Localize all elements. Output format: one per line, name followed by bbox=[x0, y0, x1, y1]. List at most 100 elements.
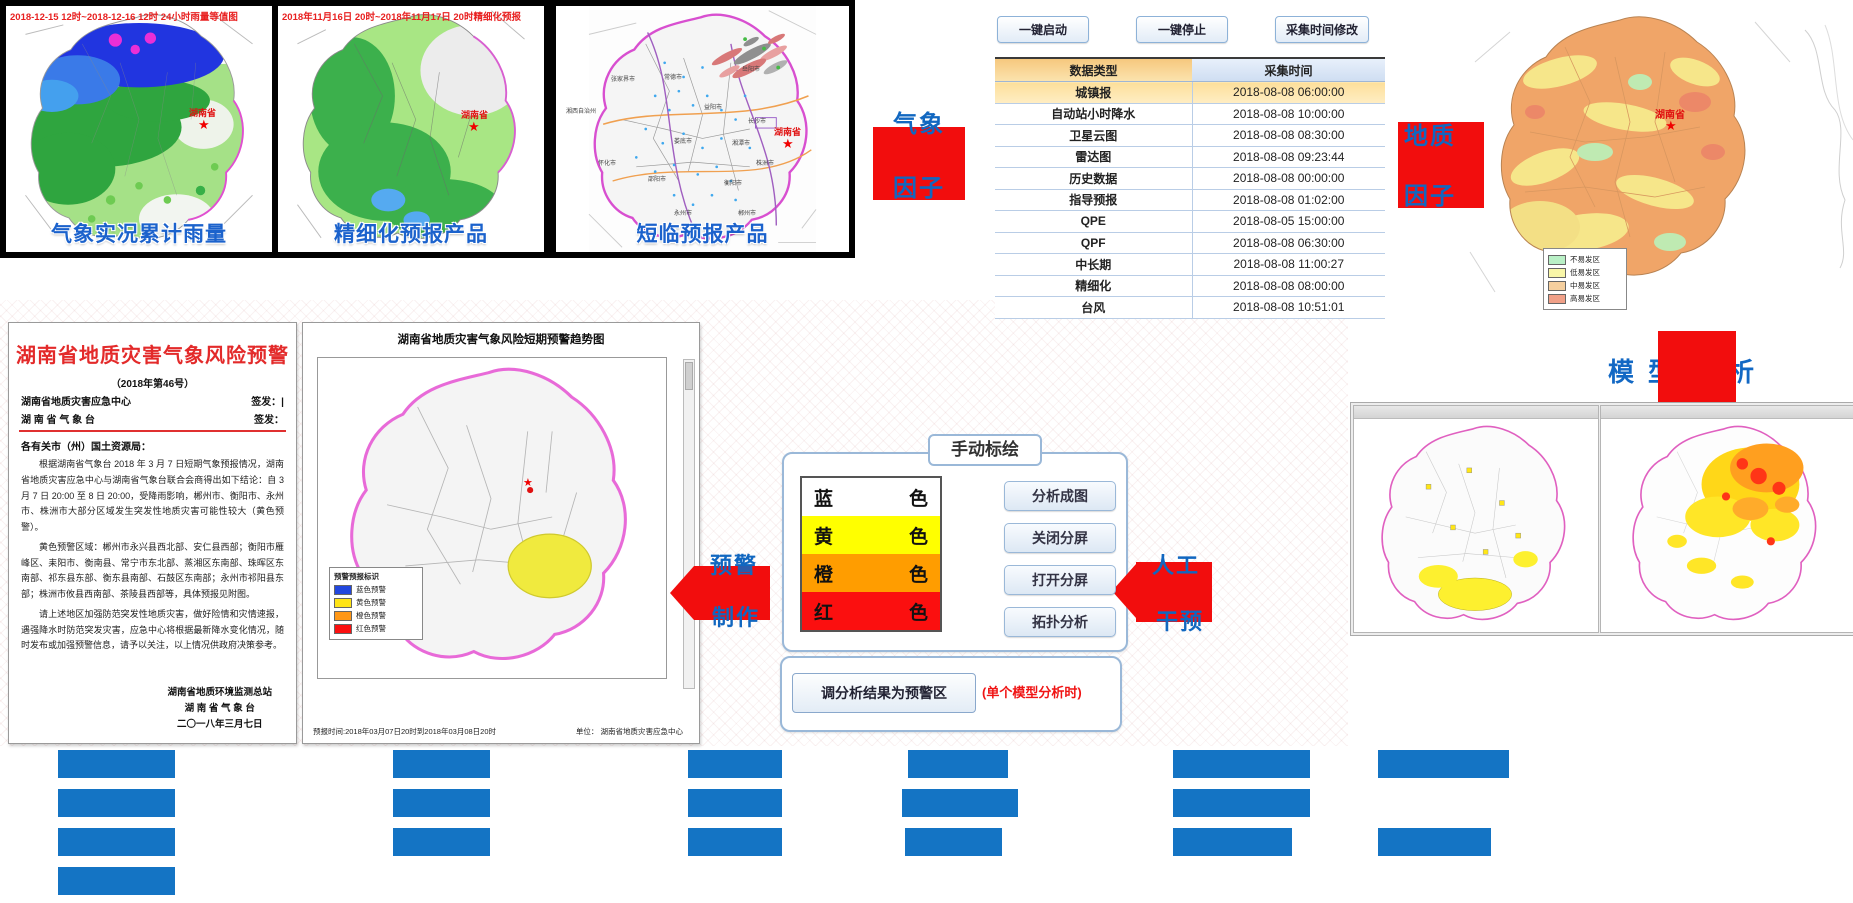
stop-button[interactable]: 一键停止 bbox=[1136, 16, 1228, 43]
warning-make-label-top: 预警 bbox=[709, 553, 758, 578]
topology-button[interactable]: 拓扑分析 bbox=[1004, 607, 1116, 637]
table-cell: 2018-08-08 01:02:00 bbox=[1192, 189, 1385, 211]
table-cell: 2018-08-08 11:00:27 bbox=[1192, 253, 1385, 276]
warning-color-option[interactable]: 红色 bbox=[802, 592, 940, 630]
table-cell: 2018-08-08 06:30:00 bbox=[1192, 232, 1385, 254]
table-row[interactable]: 指导预报 2018-08-08 01:02:00 bbox=[995, 189, 1385, 211]
table-row[interactable]: 历史数据 2018-08-08 00:00:00 bbox=[995, 167, 1385, 190]
trend-doc-scrollbar[interactable] bbox=[683, 359, 695, 689]
neighbor-map-outline bbox=[1804, 24, 1853, 269]
color-name: 黄 bbox=[814, 526, 834, 548]
modify-time-button[interactable]: 采集时间修改 bbox=[1275, 16, 1370, 43]
table-row[interactable]: 精细化 2018-08-08 08:00:00 bbox=[995, 275, 1385, 297]
redacted-label-bar bbox=[908, 750, 1008, 778]
table-row[interactable]: 中长期 2018-08-08 11:00:27 bbox=[995, 253, 1385, 276]
legend-item: 中易发区 bbox=[1548, 280, 1622, 291]
warning-doc-issue-no: （2018年第46号） bbox=[110, 379, 195, 390]
province-label: 湖南省 bbox=[1655, 110, 1685, 121]
legend-label: 黄色预警 bbox=[356, 598, 386, 607]
table-cell: 指导预报 bbox=[995, 189, 1193, 211]
table-cell: QPF bbox=[995, 232, 1193, 254]
scrollbar-thumb[interactable] bbox=[685, 362, 693, 390]
result-note: (单个模型分析时) bbox=[982, 685, 1082, 700]
color-name: 蓝 bbox=[814, 488, 834, 510]
susceptibility-map: 湖南省 ★ 不易发区 低易发区 中易发区 高易发区 bbox=[1455, 2, 1795, 317]
result-map-header-left bbox=[1354, 406, 1598, 419]
close-split-button[interactable]: 关闭分屏 bbox=[1004, 523, 1116, 553]
warning-doc-para3: 请上述地区加强防范突发性地质灾害，做好险情和灾情速报，遇强降水时防范突发灾害，应… bbox=[21, 608, 284, 651]
warning-color-option[interactable]: 蓝色 bbox=[802, 478, 940, 516]
nowcast-map-graphic bbox=[588, 6, 817, 252]
factor2-arrow bbox=[1398, 122, 1484, 208]
manual-intervene-arrow bbox=[1136, 562, 1212, 622]
trend-map-document: 湖南省地质灾害气象风险短期预警趋势图 ★ 预警预报标识 蓝色预警 黄色预警 橙色预警… bbox=[302, 322, 700, 744]
city-label: 益阳市 bbox=[704, 105, 723, 111]
rainfall-map-graphic bbox=[25, 14, 253, 239]
legend-item: 红色预警 bbox=[334, 623, 418, 634]
city-label: 邵阳市 bbox=[648, 177, 667, 183]
signature-line3: 二〇一八年三月七日 bbox=[176, 718, 263, 730]
table-row[interactable]: 卫星云图 2018-08-08 08:30:00 bbox=[995, 124, 1385, 147]
city-label: 长沙市 bbox=[748, 119, 767, 125]
table-cell: 精细化 bbox=[995, 275, 1193, 297]
warning-color-option[interactable]: 黄色 bbox=[802, 516, 940, 554]
table-cell: 城镇报 bbox=[995, 81, 1193, 104]
warning-doc-salutation: 各有关市（州）国土资源局： bbox=[21, 442, 151, 453]
legend-label: 高易发区 bbox=[1570, 294, 1600, 303]
redacted-label-bar bbox=[393, 750, 490, 778]
table-row[interactable]: 雷达图 2018-08-08 09:23:44 bbox=[995, 146, 1385, 168]
rainfall-map-label: 气象实况累计雨量 bbox=[51, 223, 227, 246]
trend-footer-unit: 单位： 湖南省地质灾害应急中心 bbox=[575, 727, 683, 736]
signature-line2: 湖 南 省 气 象 台 bbox=[184, 702, 255, 714]
city-label: 张家界市 bbox=[611, 77, 636, 83]
city-label: 娄底市 bbox=[674, 139, 693, 145]
factor2-label-top: 地质 bbox=[1404, 123, 1456, 150]
refined-map-graphic bbox=[297, 10, 525, 239]
table-cell: 2018-08-08 09:23:44 bbox=[1192, 146, 1385, 168]
redacted-label-bar bbox=[58, 750, 175, 778]
legend-label: 红色预警 bbox=[356, 624, 386, 633]
redacted-label-bar bbox=[905, 828, 1002, 856]
refined-forecast-map: 2018年11月16日 20时~2018年11月17日 20时精细化预报 湖 bbox=[278, 6, 544, 252]
warning-color-list: 蓝色黄色橙色红色 bbox=[800, 476, 942, 632]
apply-result-button[interactable]: 调分析结果为预警区 bbox=[792, 673, 976, 713]
redacted-label-bar bbox=[1378, 828, 1491, 856]
warning-doc-title: 湖南省地质灾害气象风险预警 bbox=[16, 345, 289, 367]
table-row[interactable]: 台风 2018-08-08 10:51:01 bbox=[995, 296, 1385, 319]
collection-table: 数据类型 采集时间 城镇报 2018-08-08 06:00:00 自动站小时降水 2… bbox=[995, 57, 1385, 319]
city-label: 永州市 bbox=[674, 211, 693, 217]
table-cell: 2018-08-08 08:30:00 bbox=[1192, 124, 1385, 147]
table-row[interactable]: 城镇报 2018-08-08 06:00:00 bbox=[995, 81, 1385, 104]
table-row[interactable]: 自动站小时降水 2018-08-08 10:00:00 bbox=[995, 103, 1385, 125]
collection-toolbar: 一键启动 一键停止 采集时间修改 bbox=[997, 16, 1417, 43]
warning-color-option[interactable]: 橙色 bbox=[802, 554, 940, 592]
table-row[interactable]: QPF 2018-08-08 06:30:00 bbox=[995, 232, 1385, 254]
city-label: 湘西自治州 bbox=[566, 109, 597, 115]
refined-map-title: 2018年11月16日 20时~2018年11月17日 20时精细化预报 bbox=[282, 12, 521, 23]
trend-map-footer: 预报时间:2018年03月07日20时到2018年03月08日20时 单位： 湖… bbox=[313, 726, 683, 737]
legend-label: 蓝色预警 bbox=[356, 585, 386, 594]
start-button[interactable]: 一键启动 bbox=[997, 16, 1089, 43]
trend-legend: 预警预报标识 蓝色预警 黄色预警 橙色预警 红色预警 bbox=[329, 567, 423, 640]
redacted-label-bar bbox=[688, 828, 782, 856]
table-cell: 2018-08-08 06:00:00 bbox=[1192, 81, 1385, 104]
nowcast-map-label: 短临预报产品 bbox=[636, 223, 769, 246]
legend-item: 高易发区 bbox=[1548, 293, 1622, 304]
warning-make-arrow bbox=[694, 566, 770, 620]
red-divider bbox=[19, 430, 286, 432]
susceptibility-map-graphic bbox=[1469, 16, 1791, 293]
analyze-button[interactable]: 分析成图 bbox=[1004, 481, 1116, 511]
table-cell: 2018-08-08 00:00:00 bbox=[1192, 167, 1385, 190]
open-split-button[interactable]: 打开分屏 bbox=[1004, 565, 1116, 595]
legend-swatch bbox=[334, 623, 352, 634]
table-cell: 2018-08-08 10:00:00 bbox=[1192, 103, 1385, 125]
redacted-label-bar bbox=[58, 789, 175, 817]
result-action-panel: 调分析结果为预警区 (单个模型分析时) bbox=[780, 656, 1122, 732]
trend-footer-time: 预报时间:2018年03月07日20时到2018年03月08日20时 bbox=[313, 727, 497, 736]
warning-doc-org-row1: 湖南省地质灾害应急中心 签发：| bbox=[9, 393, 296, 408]
table-cell: 卫星云图 bbox=[995, 124, 1193, 147]
table-row[interactable]: QPE 2018-08-05 15:00:00 bbox=[995, 210, 1385, 233]
legend-label: 橙色预警 bbox=[356, 611, 386, 620]
redacted-label-bar bbox=[1173, 789, 1310, 817]
